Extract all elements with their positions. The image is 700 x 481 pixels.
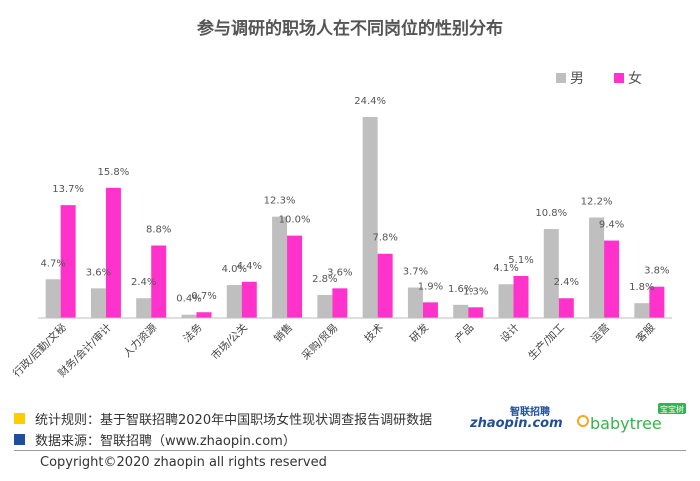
footer-rule: 统计规则：基于智联招聘2020年中国职场女性现状调查报告调研数据 bbox=[14, 409, 432, 428]
bar-female bbox=[60, 205, 76, 318]
data-label: 3.8% bbox=[644, 266, 669, 277]
bar-male bbox=[453, 304, 469, 318]
data-label: 4.7% bbox=[40, 258, 65, 269]
bar-male bbox=[589, 217, 605, 318]
data-label: 9.4% bbox=[599, 220, 624, 231]
babytree-logo: 宝宝树 babytree bbox=[577, 403, 686, 433]
data-label-group: 4.7%13.7%3.6%15.8%2.4%8.8%0.4%0.7%4.0%4.… bbox=[40, 96, 669, 305]
x-tick-label: 产品 bbox=[452, 321, 476, 345]
legend-label-female: 女 bbox=[628, 70, 642, 87]
x-tick-label: 设计 bbox=[498, 321, 522, 345]
bar-male bbox=[407, 287, 423, 318]
data-label: 1.8% bbox=[629, 282, 654, 293]
data-label: 10.8% bbox=[535, 208, 567, 219]
bar-male bbox=[634, 303, 650, 318]
data-label: 1.9% bbox=[418, 281, 443, 292]
bar-female bbox=[241, 281, 257, 318]
bar-male bbox=[362, 117, 378, 318]
data-label: 3.6% bbox=[86, 267, 111, 278]
data-label: 12.3% bbox=[264, 196, 296, 207]
zhaopin-logo: 智联招聘 zhaopin.com bbox=[470, 405, 563, 429]
bar-female bbox=[196, 312, 212, 318]
data-label: 4.4% bbox=[237, 261, 262, 272]
x-tick-label: 法务 bbox=[181, 321, 205, 345]
data-label: 13.7% bbox=[52, 184, 84, 195]
data-label: 5.1% bbox=[508, 255, 533, 266]
x-tick-label: 研发 bbox=[407, 321, 431, 345]
chart-title: 参与调研的职场人在不同岗位的性别分布 bbox=[197, 19, 503, 39]
bar-female bbox=[332, 288, 348, 318]
zhaopin-logo-en: zhaopin.com bbox=[470, 416, 563, 429]
data-label: 2.4% bbox=[554, 277, 579, 288]
footer-source: 数据来源：智联招聘（www.zhaopin.com） bbox=[14, 430, 296, 449]
bar-female bbox=[287, 235, 303, 318]
footer-divider bbox=[14, 450, 686, 451]
bar-female bbox=[604, 240, 620, 318]
x-tick-label: 生产/加工 bbox=[526, 321, 567, 362]
data-label: 1.6% bbox=[448, 284, 473, 295]
babytree-face-icon bbox=[577, 415, 589, 427]
x-tick-label: 市场/公关 bbox=[209, 321, 251, 363]
data-label: 3.7% bbox=[403, 267, 428, 278]
bar-female bbox=[558, 298, 574, 318]
x-tick-label: 销售 bbox=[271, 321, 295, 345]
bar-male bbox=[498, 284, 514, 318]
data-label: 7.8% bbox=[372, 233, 397, 244]
bar-male bbox=[543, 229, 559, 318]
data-label: 8.8% bbox=[146, 225, 171, 236]
data-label: 12.2% bbox=[581, 197, 613, 208]
babytree-badge-icon bbox=[658, 403, 686, 414]
data-label: 15.8% bbox=[98, 167, 130, 178]
footer-rule-text: 统计规则：基于智联招聘2020年中国职场女性现状调查报告调研数据 bbox=[35, 413, 433, 428]
bar-female bbox=[422, 302, 438, 318]
chart-svg: 男女 4.7%13.7%3.6%15.8%2.4%8.8%0.4%0.7%4.0… bbox=[10, 70, 672, 380]
copyright-text: Copyright©2020 zhaopin all rights reserv… bbox=[40, 455, 327, 470]
data-label: 2.8% bbox=[312, 274, 337, 285]
source-marker-icon bbox=[14, 434, 25, 445]
bar-female bbox=[468, 307, 484, 318]
babytree-logo-en: babytree bbox=[590, 414, 662, 433]
bar-male bbox=[272, 216, 288, 318]
data-label: 24.4% bbox=[354, 96, 386, 107]
x-tick-label: 技术 bbox=[362, 321, 386, 345]
bar-female bbox=[105, 187, 121, 318]
x-tick-label: 采购/贸易 bbox=[299, 321, 340, 362]
babytree-logo-cn: 宝宝树 bbox=[660, 404, 684, 414]
legend-label-male: 男 bbox=[570, 71, 584, 87]
bar-female bbox=[377, 253, 393, 318]
bar-female bbox=[151, 245, 167, 318]
legend: 男女 bbox=[556, 70, 642, 87]
x-tick-label: 客服 bbox=[633, 321, 657, 345]
data-label: 0.4% bbox=[176, 294, 201, 305]
data-label: 1.3% bbox=[463, 286, 488, 297]
bar-female bbox=[649, 286, 665, 318]
bar-male bbox=[45, 279, 61, 318]
bar-female bbox=[513, 275, 529, 318]
legend-swatch-male bbox=[556, 73, 566, 83]
data-label: 4.1% bbox=[493, 263, 518, 274]
x-tick-label: 人力资源 bbox=[120, 321, 159, 360]
data-label: 4.0% bbox=[222, 264, 247, 275]
zhaopin-logo-cn: 智联招聘 bbox=[510, 405, 550, 418]
data-label: 2.4% bbox=[131, 277, 156, 288]
bar-male bbox=[136, 298, 152, 318]
bar-male bbox=[226, 285, 242, 318]
data-label: 10.0% bbox=[279, 215, 311, 226]
legend-swatch-female bbox=[614, 73, 624, 83]
rule-marker-icon bbox=[14, 413, 25, 424]
bar-male bbox=[317, 294, 333, 318]
bar-group bbox=[45, 117, 665, 318]
bar-male bbox=[90, 288, 106, 318]
bar-male bbox=[181, 314, 197, 318]
x-tick-label: 运营 bbox=[588, 321, 612, 345]
data-label: 3.6% bbox=[327, 267, 352, 278]
footer-source-text: 数据来源：智联招聘（www.zhaopin.com） bbox=[35, 434, 296, 449]
data-label: 0.7% bbox=[191, 291, 216, 302]
